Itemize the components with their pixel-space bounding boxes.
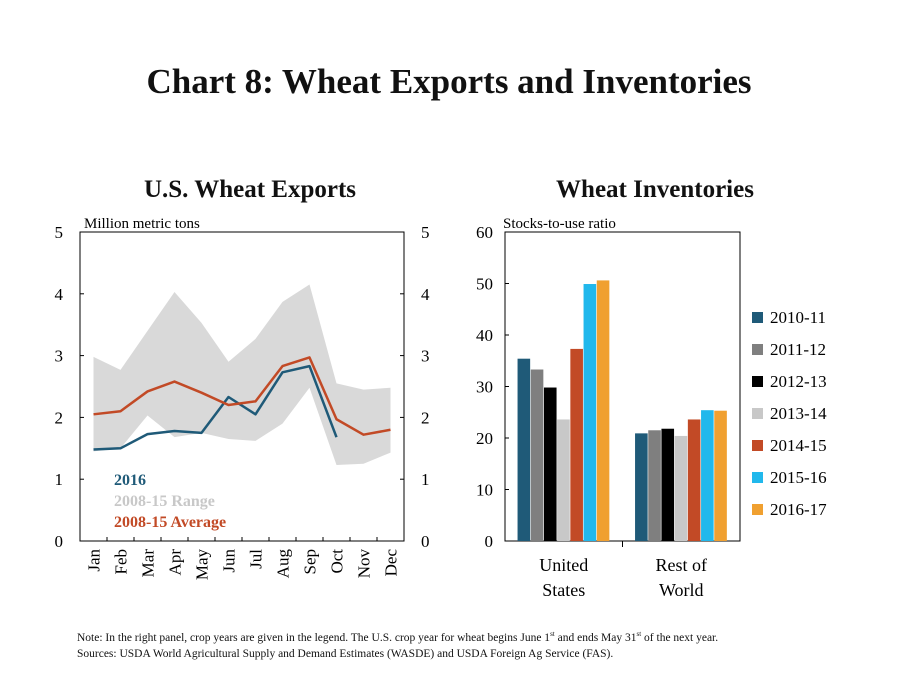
x-tick-label: Jan bbox=[85, 549, 104, 572]
chart-notes: Note: In the right panel, crop years are… bbox=[77, 626, 718, 662]
legend-swatch bbox=[752, 472, 763, 483]
bar bbox=[530, 369, 544, 541]
legend-label: 2008-15 Average bbox=[114, 514, 226, 531]
bar bbox=[648, 430, 661, 541]
y-tick-label: 0 bbox=[485, 532, 494, 551]
y-tick-label: 20 bbox=[476, 429, 493, 448]
y-tick-label: 40 bbox=[476, 326, 493, 345]
y-tick-label-right: 3 bbox=[421, 347, 430, 366]
y-tick-label-right: 0 bbox=[421, 532, 430, 551]
bar bbox=[674, 435, 688, 541]
legend-swatch bbox=[752, 312, 763, 323]
x-category-label: States bbox=[542, 580, 585, 600]
x-category-label: United bbox=[539, 555, 588, 575]
range-band bbox=[93, 284, 391, 465]
bar bbox=[687, 419, 701, 541]
legend-swatch bbox=[752, 376, 763, 387]
note-line-1: Note: In the right panel, crop years are… bbox=[77, 626, 718, 646]
y-tick-label-left: 3 bbox=[55, 347, 64, 366]
legend-label: 2016 bbox=[114, 472, 146, 489]
y-tick-label-left: 1 bbox=[55, 470, 64, 489]
y-tick-label-right: 5 bbox=[421, 223, 430, 242]
y-tick-label-left: 2 bbox=[55, 408, 64, 427]
y-tick-label-right: 4 bbox=[421, 285, 430, 304]
series-line bbox=[93, 356, 391, 436]
bar bbox=[583, 284, 597, 541]
legend-swatch bbox=[752, 440, 763, 451]
note-text-b: and ends May 31 bbox=[554, 631, 637, 644]
bar bbox=[557, 419, 570, 541]
x-category-label: World bbox=[659, 580, 704, 600]
bar bbox=[517, 358, 531, 541]
y-tick-label: 60 bbox=[476, 223, 493, 242]
legend-swatch bbox=[752, 344, 763, 355]
bar bbox=[714, 410, 727, 541]
legend-label: 2013-14 bbox=[770, 404, 827, 423]
legend-label: 2015-16 bbox=[770, 468, 827, 487]
legend-label: 2012-13 bbox=[770, 372, 827, 391]
note-sup-1: st bbox=[550, 630, 555, 638]
x-tick-label: Oct bbox=[328, 549, 347, 574]
legend-label: 2016-17 bbox=[770, 500, 827, 519]
y-tick-label: 10 bbox=[476, 481, 493, 500]
y-tick-label-right: 2 bbox=[421, 408, 430, 427]
series-line bbox=[93, 364, 338, 451]
x-tick-label: Aug bbox=[274, 549, 293, 579]
x-tick-label: Nov bbox=[355, 549, 374, 579]
x-tick-label: Feb bbox=[112, 549, 131, 575]
note-sup-2: st bbox=[636, 630, 642, 638]
bar bbox=[635, 433, 648, 541]
x-tick-label: Jun bbox=[220, 549, 239, 573]
bar bbox=[661, 428, 675, 541]
y-tick-label-left: 5 bbox=[55, 223, 64, 242]
x-tick-label: May bbox=[193, 549, 212, 581]
y-tick-label: 30 bbox=[476, 378, 493, 397]
legend-label: 2010-11 bbox=[770, 308, 826, 327]
legend-label: 2014-15 bbox=[770, 436, 827, 455]
x-tick-label: Sep bbox=[301, 549, 320, 575]
y-tick-label-right: 1 bbox=[421, 470, 430, 489]
y-axis-label: Stocks-to-use ratio bbox=[503, 216, 616, 232]
main-title: Chart 8: Wheat Exports and Inventories bbox=[146, 62, 752, 101]
y-axis-label: Million metric tons bbox=[84, 216, 200, 232]
legend-label: 2008-15 Range bbox=[114, 493, 215, 510]
legend-swatch bbox=[752, 504, 763, 515]
bar bbox=[596, 280, 610, 541]
exports-line-chart: 0 0 1 1 2 2 3 3 4 4 5 5 Million metric tons Jan Feb Mar… bbox=[55, 216, 431, 581]
bar bbox=[701, 410, 714, 541]
x-tick-label: Dec bbox=[382, 549, 401, 577]
y-tick-label-left: 4 bbox=[55, 285, 64, 304]
y-tick-label-left: 0 bbox=[55, 532, 64, 551]
bar bbox=[543, 387, 557, 541]
legend-swatch bbox=[752, 408, 763, 419]
x-tick-label: Jul bbox=[247, 549, 266, 569]
left-chart-title: U.S. Wheat Exports bbox=[143, 176, 357, 203]
note-text-a: Note: In the right panel, crop years are… bbox=[77, 631, 551, 644]
legend-label: 2011-12 bbox=[770, 340, 826, 359]
note-line-2: Sources: USDA World Agricultural Supply … bbox=[77, 647, 614, 660]
bar bbox=[570, 348, 583, 541]
x-tick-label: Mar bbox=[139, 549, 158, 578]
right-chart-title: Wheat Inventories bbox=[556, 176, 754, 203]
inventories-bar-chart: 0 10 20 30 40 50 60 Stocks-to-use ratio United St… bbox=[476, 216, 827, 600]
y-tick-label: 50 bbox=[476, 275, 493, 294]
x-category-label: Rest of bbox=[656, 555, 708, 575]
x-tick-label: Apr bbox=[166, 549, 185, 576]
note-text-c: of the next year. bbox=[641, 631, 719, 644]
